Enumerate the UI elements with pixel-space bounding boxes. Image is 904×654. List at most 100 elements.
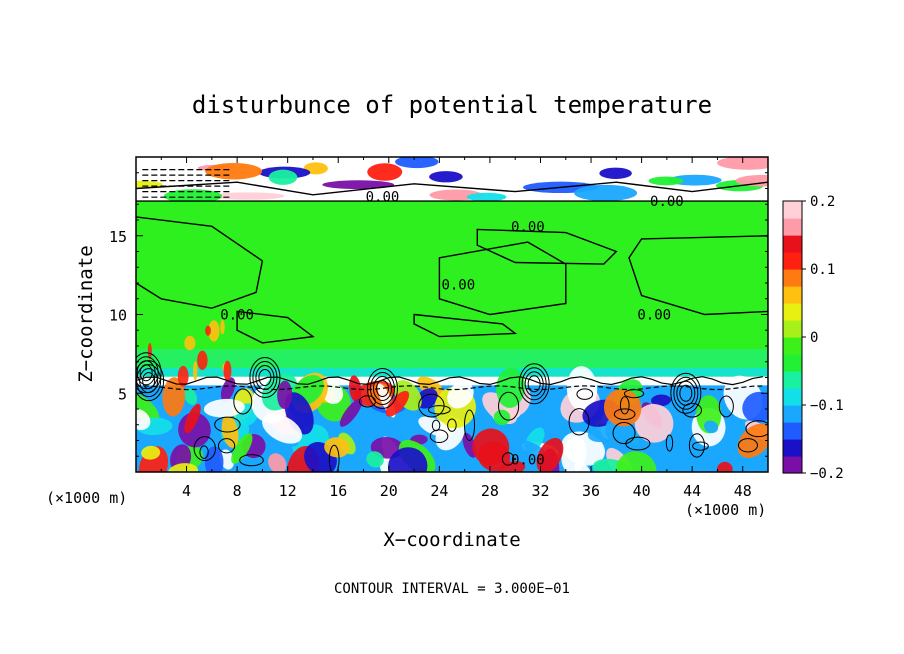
contour-cluster <box>679 384 693 402</box>
colorbar-swatch <box>783 439 802 457</box>
contour-cluster <box>136 360 156 386</box>
colorbar-tick-label: 0 <box>810 330 818 346</box>
contour-cluster <box>372 376 392 402</box>
contour-cluster <box>527 375 541 393</box>
contour-loop <box>199 445 209 459</box>
colorbar-swatch <box>783 320 802 338</box>
contour-cluster <box>139 364 153 382</box>
contour-loop <box>745 420 768 438</box>
contour-label: 0.00 <box>511 452 545 468</box>
contour-loop <box>464 409 476 441</box>
inversion-strip <box>136 376 768 388</box>
y-tick-label: 10 <box>109 307 127 325</box>
contour-loop <box>623 389 645 399</box>
contour-cluster <box>369 372 395 406</box>
contour-loop <box>447 418 457 432</box>
lower-layer-blob <box>634 403 674 443</box>
plot-area: 0.00 0.00 0.00 0.00 0.00 0.00 0.00 <box>136 157 768 472</box>
colorbar-swatch <box>783 286 802 304</box>
lower-layer-blob <box>704 420 719 434</box>
y-tick-label: 5 <box>118 385 127 403</box>
lower-layer-blob <box>136 408 151 431</box>
contour-loop <box>737 438 758 453</box>
lower-layer-blob <box>268 453 287 472</box>
contour-cluster <box>136 360 165 402</box>
contour-cluster <box>518 363 550 405</box>
contour-loop <box>193 436 216 462</box>
upper-band-blob <box>574 184 638 202</box>
contour-cluster <box>676 380 696 406</box>
contour-cluster <box>375 380 389 398</box>
x-tick-label: 4 <box>182 482 191 500</box>
contour-cluster <box>249 357 281 398</box>
contour-label: 0.00 <box>220 308 254 324</box>
contour-lines <box>136 181 768 472</box>
plume-blob <box>220 319 225 335</box>
contour-cluster <box>136 356 159 390</box>
lower-layer-blob <box>141 445 161 460</box>
lower-layer-blob <box>366 451 384 468</box>
lower-layer-blob <box>262 413 303 444</box>
contour-loop <box>328 444 340 472</box>
upper-band-blob <box>205 163 263 180</box>
contour-loop <box>427 405 451 415</box>
plume-blob <box>147 343 152 360</box>
lower-layer-blob <box>162 377 186 417</box>
lower-layer-blob <box>203 398 245 418</box>
colorbar-swatch <box>783 252 802 270</box>
upper-band-blob <box>322 180 395 190</box>
contour-loop <box>612 422 636 445</box>
contour-loop <box>688 433 705 458</box>
contour-cluster <box>366 368 398 410</box>
colorbar-swatch <box>783 405 802 423</box>
contour-cluster <box>673 376 699 410</box>
y-axis: 5 10 15 <box>109 172 768 457</box>
upper-band-blob <box>367 163 403 181</box>
contour-label: 0.00 <box>511 219 545 235</box>
contour-line <box>476 228 618 265</box>
plume-blob <box>192 361 198 381</box>
contour-label: 0.00 <box>366 189 400 205</box>
colorbar-tick-label: 0.2 <box>810 194 835 210</box>
x-tick-label: 32 <box>531 482 549 500</box>
upper-band-blob <box>210 192 285 200</box>
contour-loop <box>665 434 674 452</box>
colorbar-tick-label: −0.1 <box>810 398 844 414</box>
colorbar-swatch <box>783 235 802 253</box>
colorbar-swatch <box>783 388 802 406</box>
contour-cluster <box>524 371 544 397</box>
plume-blob <box>223 360 232 382</box>
lower-layer-blob <box>536 437 564 472</box>
contour-line <box>136 376 763 386</box>
upper-band-blob <box>648 176 684 186</box>
x-tick-label: 40 <box>633 482 651 500</box>
plume-blob <box>205 325 211 336</box>
plume-blob <box>177 365 189 387</box>
upper-band-blob <box>163 189 223 204</box>
plume-blob <box>197 350 208 370</box>
lower-layer-blob <box>277 380 293 409</box>
lower-layer-blob <box>220 377 236 402</box>
lower-layer-blob <box>183 388 198 405</box>
lower-layer-blob <box>388 447 428 472</box>
x-tick-label: 12 <box>279 482 297 500</box>
upper-band-blob <box>599 167 632 179</box>
contour-labels: 0.00 0.00 0.00 0.00 0.00 0.00 0.00 <box>220 189 683 468</box>
contour-line-dashed <box>136 385 763 391</box>
lower-layer-blob <box>477 441 511 472</box>
x-tick-label: 48 <box>734 482 752 500</box>
lower-layer-blob <box>136 391 160 424</box>
x-tick-label: 20 <box>380 482 398 500</box>
contour-line <box>438 241 567 316</box>
contour-cluster <box>252 361 278 394</box>
lower-layer-blob <box>184 403 201 434</box>
colorbar-swatch <box>783 371 802 389</box>
contour-loop <box>233 388 253 415</box>
contour-loop <box>576 388 594 400</box>
lower-layer-blob <box>385 390 410 417</box>
colorbar-swatch <box>783 337 802 355</box>
colorbar-swatch <box>783 303 802 321</box>
lower-layer-blob <box>742 391 768 423</box>
chart-title: disturbunce of potential temperature <box>192 91 712 119</box>
